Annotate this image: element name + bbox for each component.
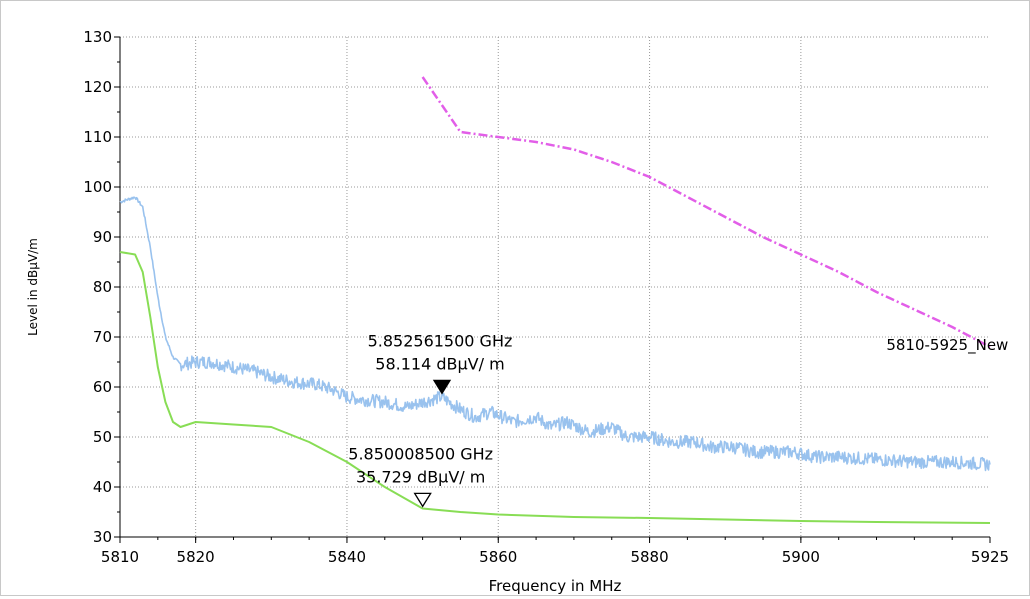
limit-line-label: 5810-5925_New [886,336,1008,355]
marker-triangle-1 [432,379,452,395]
y-tick-label: 70 [93,328,112,346]
x-tick-label: 5860 [479,548,517,566]
y-tick-labels: 30 40 50 60 70 80 90 100 110 120 130 [83,28,112,546]
marker-level-label: 35.729 dBµV/ m [356,467,485,486]
y-tick-label: 100 [83,178,112,196]
x-tick-label: 5925 [971,548,1009,566]
marker-level-label: 58.114 dBµV/ m [375,354,504,373]
y-tick-label: 90 [93,228,112,246]
series-layer [119,76,991,524]
axes [119,37,990,538]
x-tick-label: 5900 [782,548,820,566]
marker-frequency-label: 5.850008500 GHz [348,444,493,463]
minor-ticks [114,36,991,543]
y-tick-label: 110 [83,128,112,146]
y-tick-label: 40 [93,478,112,496]
grid [120,36,990,537]
x-axis-title: Frequency in MHz [489,577,622,595]
x-tick-label: 5880 [630,548,668,566]
marker-layer: 5.852561500 GHz 58.114 dBµV/ m 5.850008500… [348,331,513,508]
y-tick-label: 80 [93,278,112,296]
y-axis-title: Level in dBµV/m [26,238,40,336]
x-tick-label: 5810 [101,548,139,566]
x-tick-labels: 5810 5820 5840 5860 5880 5900 5925 [101,548,1009,566]
y-tick-label: 30 [93,528,112,546]
y-tick-label: 60 [93,378,112,396]
y-tick-label: 50 [93,428,112,446]
series-line-3 [421,76,991,349]
series-line-1 [119,196,991,472]
series-line-2 [119,251,991,524]
marker-triangle-2 [413,492,432,508]
y-tick-label: 130 [83,28,112,46]
y-tick-label: 120 [83,78,112,96]
x-tick-label: 5820 [177,548,215,566]
marker-frequency-label: 5.852561500 GHz [368,331,513,350]
x-tick-label: 5840 [328,548,366,566]
